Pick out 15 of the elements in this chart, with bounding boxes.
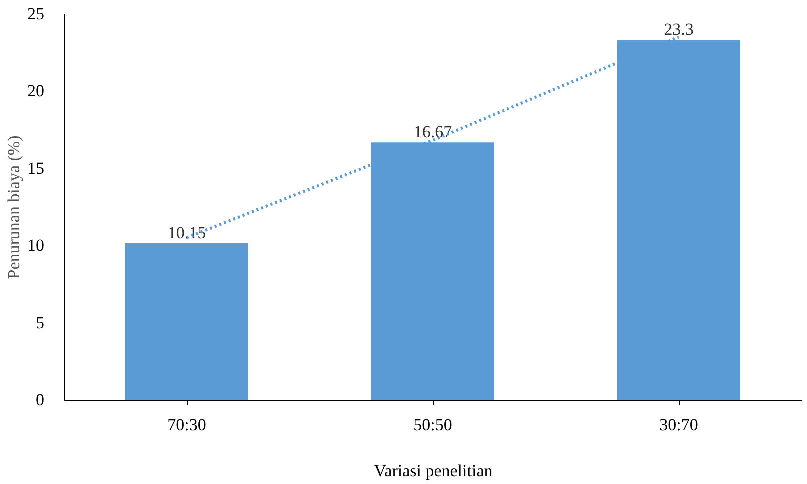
- data-label: 10.15: [168, 223, 206, 242]
- y-tick-label: 25: [28, 4, 44, 24]
- x-tick-label: 30:70: [660, 416, 698, 434]
- y-tick-label: 15: [28, 158, 44, 178]
- y-tick-label: 5: [36, 313, 44, 332]
- x-tick-label: 70:30: [168, 416, 206, 434]
- y-tick-label: 20: [28, 82, 44, 101]
- data-label: 16.67: [414, 122, 453, 142]
- bar: [126, 243, 248, 400]
- y-tick-label: 10: [28, 236, 44, 256]
- x-axis-title: Variasi penelitian: [374, 462, 494, 480]
- y-tick-label: 0: [36, 390, 44, 410]
- y-axis-title: Penurunan biaya (%): [4, 136, 24, 280]
- data-label: 23.3: [664, 20, 694, 40]
- x-tick-label: 50:50: [414, 416, 452, 434]
